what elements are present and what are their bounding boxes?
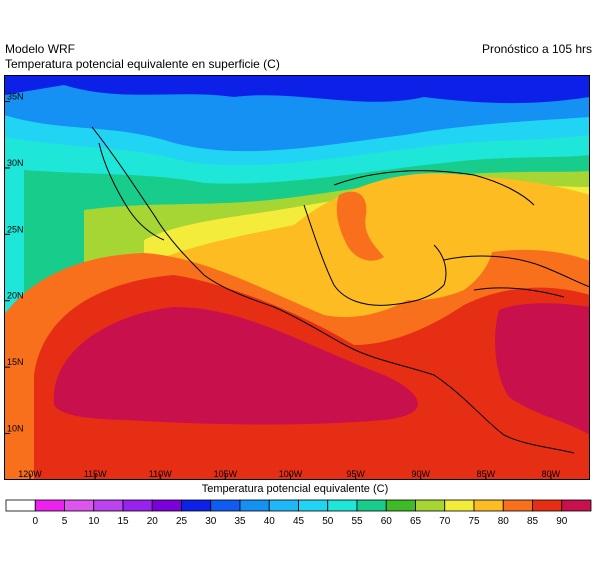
colorbar-swatch — [327, 499, 358, 512]
colorbar-swatch — [561, 499, 592, 512]
lon-tick-label: 100W — [279, 469, 303, 479]
lat-tick-label: 15N — [7, 357, 24, 367]
colorbar-swatch — [502, 499, 533, 512]
band-95-pacific — [53, 307, 418, 425]
colorbar-level-label: 80 — [498, 516, 510, 527]
colorbar-swatch — [5, 499, 36, 512]
colorbar-level-label: 90 — [556, 516, 568, 527]
colorbar-swatch — [122, 499, 153, 512]
colorbar-level-label: 10 — [88, 516, 100, 527]
colorbar-level-label: 35 — [234, 516, 246, 527]
colorbar-level-label: 20 — [147, 516, 159, 527]
band-80-gulf — [329, 188, 494, 301]
colorbar-swatch — [473, 499, 504, 512]
colorbar-level-label: 15 — [117, 516, 129, 527]
colorbar-swatch — [93, 499, 124, 512]
colorbar-swatch — [210, 499, 241, 512]
lon-tick-label: 80W — [542, 469, 561, 479]
lon-tick-label: 95W — [346, 469, 365, 479]
colorbar-level-label: 25 — [176, 516, 188, 527]
latitude-ticks: 35N 30N 25N 20N 15N 10N — [4, 92, 24, 435]
theta-e-map: 35N 30N 25N 20N 15N 10N 120W 115W 110W 105W 100W 9… — [4, 75, 590, 480]
band-85-gulf — [336, 191, 384, 261]
colorbar-swatches — [5, 499, 592, 512]
band-30-north — [4, 75, 590, 104]
lon-tick-label: 90W — [411, 469, 430, 479]
colorbar-level-label: 5 — [62, 516, 68, 527]
band-95-caribbean — [495, 303, 590, 435]
colorbar-swatch — [268, 499, 299, 512]
colorbar-swatch — [239, 499, 270, 512]
lat-tick-label: 25N — [7, 224, 24, 234]
colorbar-level-label: 65 — [410, 516, 422, 527]
colorbar-swatch — [298, 499, 329, 512]
colorbar-level-label: 75 — [468, 516, 480, 527]
colorbar-swatch — [444, 499, 475, 512]
longitude-ticks: 120W 115W 110W 105W 100W 95W 90W 85W 80W — [18, 469, 561, 480]
colorbar-swatch — [64, 499, 95, 512]
colorbar-swatch — [356, 499, 387, 512]
variable-title: Temperatura potencial equivalente en sup… — [5, 57, 280, 71]
colorbar: Temperatura potencial equivalente (C) 0 5… — [5, 483, 592, 527]
lat-tick-label: 35N — [7, 92, 24, 102]
colorbar-swatch — [151, 499, 182, 512]
colorbar-swatch — [385, 499, 416, 512]
model-title: Modelo WRF — [5, 42, 76, 56]
colorbar-level-label: 40 — [264, 516, 276, 527]
forecast-hours: Pronóstico a 105 hrs — [481, 42, 592, 56]
colorbar-swatch — [415, 499, 446, 512]
colorbar-level-label: 45 — [293, 516, 305, 527]
colorbar-swatch — [34, 499, 65, 512]
lat-tick-label: 20N — [7, 291, 24, 301]
colorbar-level-label: 55 — [351, 516, 363, 527]
colorbar-level-label: 30 — [205, 516, 217, 527]
colorbar-swatch — [181, 499, 212, 512]
lon-tick-label: 85W — [477, 469, 496, 479]
colorbar-swatch — [532, 499, 563, 512]
colorbar-level-label: 70 — [439, 516, 451, 527]
colorbar-labels: 0 5 10 15 20 25 30 35 40 45 50 55 60 65 70 75 80 85 90 — [32, 516, 567, 527]
lon-tick-label: 105W — [214, 469, 238, 479]
lon-tick-label: 115W — [84, 469, 107, 479]
map-frame — [4, 75, 590, 480]
coastlines — [91, 126, 590, 454]
lon-tick-label: 120W — [18, 469, 42, 479]
colorbar-level-label: 50 — [322, 516, 334, 527]
colorbar-title: Temperatura potencial equivalente (C) — [202, 483, 389, 495]
lat-tick-label: 30N — [7, 158, 24, 168]
lat-tick-label: 10N — [7, 424, 24, 434]
lon-tick-label: 110W — [149, 469, 172, 479]
colorbar-level-label: 60 — [381, 516, 393, 527]
colorbar-level-label: 0 — [32, 516, 38, 527]
colorbar-level-label: 85 — [527, 516, 539, 527]
